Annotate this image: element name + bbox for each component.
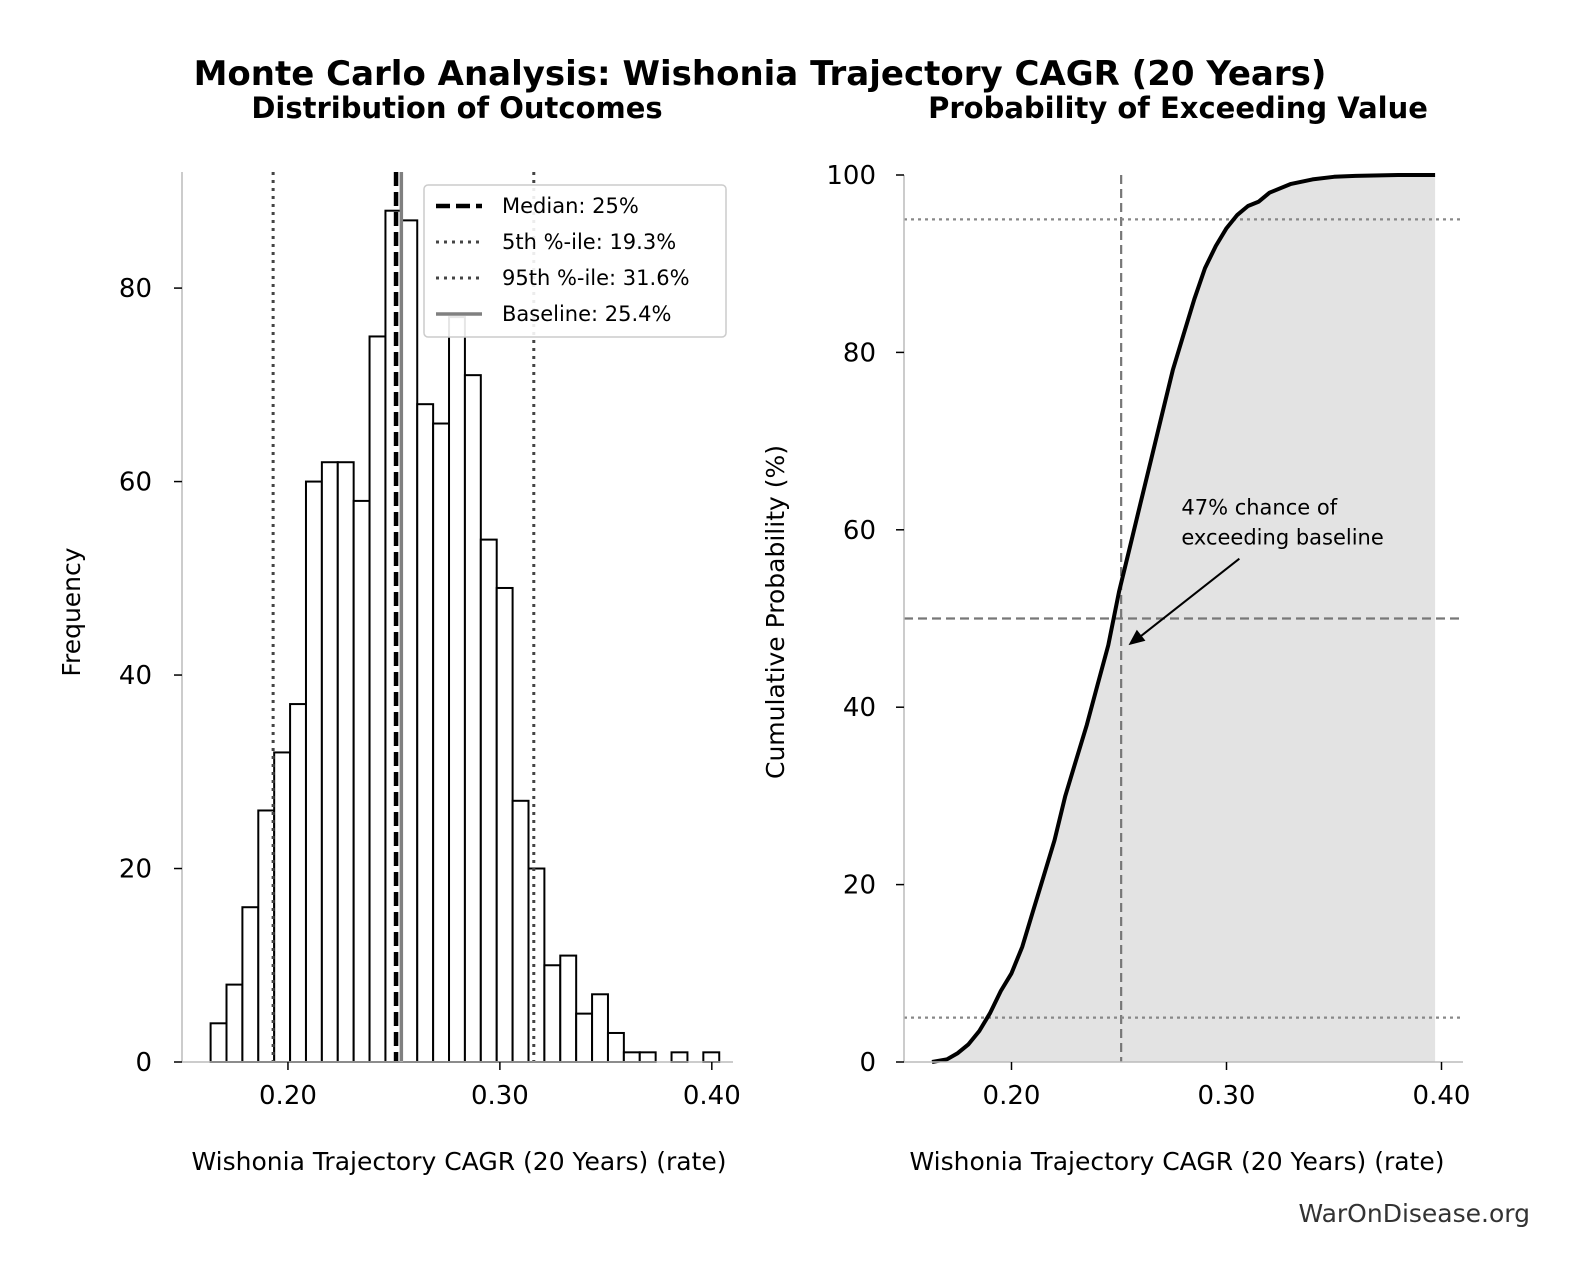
histogram-bar [416, 403, 435, 1064]
cumulative-axes: 0 20 40 60 80 100 0.20 0.30 0.40 [826, 161, 1470, 1111]
watermark: WarOnDisease.org [1298, 1199, 1530, 1228]
cumulative-x-axis-label: Wishonia Trajectory CAGR (20 Years) (rat… [910, 1147, 1445, 1176]
x-tick-label: 0.40 [683, 1081, 741, 1111]
histogram-bar [575, 1012, 594, 1063]
legend-box [423, 184, 727, 338]
histogram-bar [384, 209, 403, 1063]
figure-title: Monte Carlo Analysis: Wishonia Trajector… [194, 54, 1327, 94]
histogram-reference-lines [271, 172, 536, 1062]
legend-label: 5th %-ile: 19.3% [502, 230, 676, 254]
legend-label: 95th %-ile: 31.6% [502, 266, 690, 290]
cumulative-annotation: 47% chance of exceeding baseline [1128, 496, 1384, 646]
y-tick-label: 20 [843, 871, 876, 901]
histogram-bar [702, 1051, 721, 1063]
y-tick-label: 60 [119, 468, 152, 498]
histogram-bar [448, 316, 466, 1063]
histogram-bar [606, 1031, 625, 1064]
histogram-bar [289, 703, 307, 1064]
y-tick-label: 20 [119, 855, 152, 885]
y-tick-label: 100 [826, 161, 876, 191]
cumulative-reference-lines [904, 175, 1463, 1062]
x-tick-label: 0.20 [983, 1081, 1041, 1111]
histogram-bar [209, 1022, 228, 1063]
histogram-bar [622, 1051, 641, 1063]
x-tick-label: 0.40 [1413, 1081, 1471, 1111]
x-tick-label: 0.30 [1198, 1081, 1256, 1111]
histogram-y-axis-label: Frequency [57, 547, 86, 676]
y-tick-label: 80 [119, 274, 152, 304]
cumulative-area [932, 175, 1436, 1062]
histogram-bar [273, 751, 292, 1063]
histogram-bar [257, 809, 276, 1064]
cumulative-subtitle: Probability of Exceeding Value [928, 91, 1428, 125]
legend-label: Baseline: 25.4% [502, 302, 672, 326]
histogram-bar [304, 480, 323, 1063]
histogram-bar [527, 867, 546, 1063]
cumulative-line [931, 173, 1436, 1064]
y-tick-label: 40 [843, 693, 876, 723]
histogram-bar [559, 954, 578, 1064]
histogram-bars [209, 209, 721, 1064]
histogram-bar [432, 422, 451, 1063]
histogram-legend: Median: 25% 5th %-ile: 19.3% 95th %-ile: 3… [423, 184, 727, 338]
histogram-bar [320, 461, 339, 1063]
annotation-arrow [1133, 557, 1240, 642]
annotation-text: exceeding baseline [1181, 526, 1383, 550]
cumulative-fill [932, 175, 1436, 1062]
y-tick-label: 0 [859, 1048, 876, 1078]
cumulative-curve [931, 173, 1436, 1064]
histogram-bar [670, 1051, 689, 1063]
histogram-panel: Distribution of Outcomes 0 20 40 60 80 0.20 0.… [57, 91, 741, 1176]
histogram-bar [336, 461, 355, 1063]
histogram-bar [225, 983, 244, 1064]
histogram-bar [352, 499, 371, 1064]
histogram-bar [591, 993, 609, 1063]
y-tick-label: 60 [843, 516, 876, 546]
histogram-bar [638, 1051, 657, 1063]
y-tick-label: 80 [843, 338, 876, 368]
x-tick-label: 0.30 [471, 1081, 529, 1111]
cumulative-panel: Probability of Exceeding Value 0 20 40 60 80… [761, 91, 1470, 1176]
histogram-axes: 0 20 40 60 80 0.20 0.30 0.40 [119, 172, 741, 1111]
annotation-text: 47% chance of [1181, 496, 1337, 520]
histogram-bar [400, 219, 419, 1063]
histogram-bar [463, 374, 482, 1063]
legend-label: Median: 25% [502, 194, 639, 218]
annotation-arrowhead [1128, 629, 1146, 646]
histogram-bar [241, 906, 260, 1064]
x-tick-label: 0.20 [259, 1081, 317, 1111]
histogram-subtitle: Distribution of Outcomes [251, 91, 662, 125]
y-tick-label: 40 [119, 661, 152, 691]
histogram-bar [368, 335, 387, 1063]
histogram-bar [543, 964, 562, 1063]
histogram-bar [511, 799, 530, 1063]
histogram-bar [495, 586, 514, 1063]
cumulative-y-axis-label: Cumulative Probability (%) [761, 445, 790, 779]
histogram-bar [479, 538, 498, 1063]
y-tick-label: 0 [135, 1048, 152, 1078]
histogram-x-axis-label: Wishonia Trajectory CAGR (20 Years) (rat… [192, 1147, 727, 1176]
